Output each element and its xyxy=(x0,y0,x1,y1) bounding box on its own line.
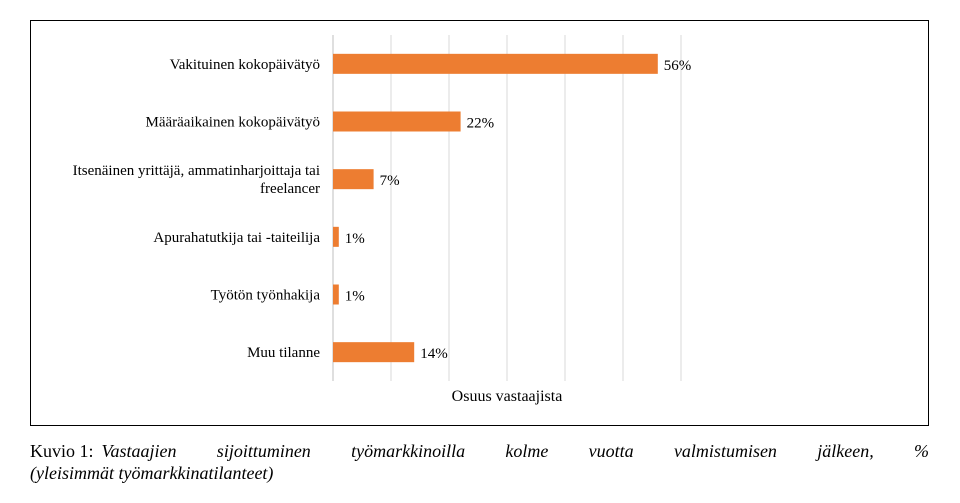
figure-caption: Kuvio 1: Vastaajien sijoittuminen työmar… xyxy=(30,440,929,484)
category-label: freelancer xyxy=(260,181,320,197)
category-label: Apurahatutkija tai -taiteilija xyxy=(153,230,320,246)
bar xyxy=(333,342,415,363)
data-label: 7% xyxy=(380,173,400,189)
caption-title: Vastaajien sijoittuminen työmarkkinoilla… xyxy=(101,441,929,461)
bar xyxy=(333,169,374,190)
data-label: 1% xyxy=(345,231,365,247)
bar xyxy=(333,284,339,305)
caption-line-1: Kuvio 1: Vastaajien sijoittuminen työmar… xyxy=(30,440,929,462)
x-axis-title: Osuus vastaajista xyxy=(452,388,563,405)
category-label: Vakituinen kokopäivätyö xyxy=(170,57,320,73)
category-label: Määräaikainen kokopäivätyö xyxy=(145,115,320,131)
bar xyxy=(333,53,658,74)
data-label: 22% xyxy=(467,116,495,132)
data-label: 56% xyxy=(664,58,692,74)
bar xyxy=(333,226,339,247)
category-label: Itsenäinen yrittäjä, ammatinharjoittaja … xyxy=(73,163,320,179)
bar-chart: 56% Vakituinen kokopäivätyö 22% Määräaikain… xyxy=(73,35,692,405)
caption-prefix: Kuvio 1: xyxy=(30,441,94,461)
data-label: 14% xyxy=(420,346,448,362)
category-label: Muu tilanne xyxy=(247,345,320,361)
chart-frame: 56% Vakituinen kokopäivätyö 22% Määräaikain… xyxy=(30,20,929,426)
data-label: 1% xyxy=(345,289,365,305)
category-label: Työtön työnhakija xyxy=(211,288,321,304)
bar xyxy=(333,111,461,132)
caption-title-continued: (yleisimmät työmarkkinatilanteet) xyxy=(30,463,274,483)
